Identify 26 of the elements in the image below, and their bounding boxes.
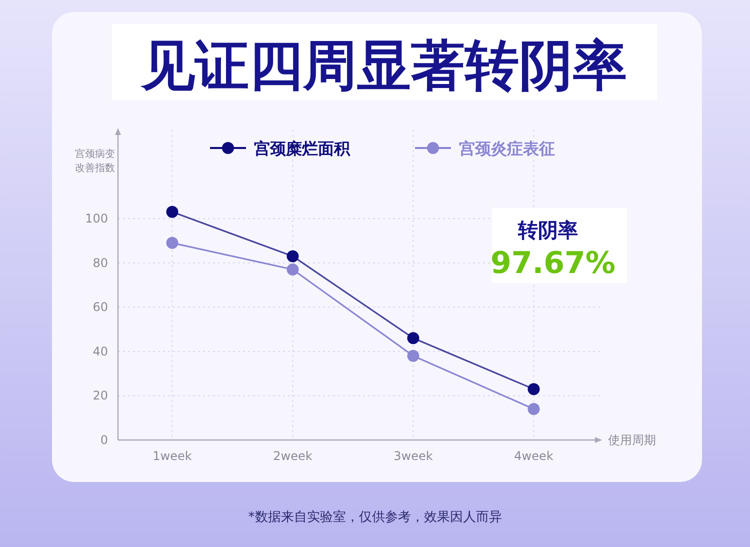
legend-label: 宫颈糜烂面积 — [254, 139, 351, 158]
point — [407, 332, 420, 344]
point — [286, 250, 299, 262]
x-tick-label: 1week — [152, 449, 192, 463]
point — [166, 206, 178, 218]
y-tick-label: 40 — [92, 344, 108, 358]
x-axis-title: 使用周期 — [608, 433, 656, 447]
y-tick-label: 20 — [92, 388, 108, 403]
title: 见证四周显著转阴率 — [141, 34, 627, 97]
y-tick-label: 0 — [100, 433, 108, 447]
point — [528, 403, 540, 415]
x-tick-label: 3week — [394, 449, 433, 463]
y-axis-title: 宫颈病变改善指数 — [75, 148, 115, 174]
y-tick-label: 80 — [92, 256, 108, 270]
legend-label: 宫颈炎症表征 — [459, 139, 555, 158]
annotation: 转阴率 — [517, 218, 578, 242]
point — [407, 350, 420, 362]
point — [528, 383, 540, 396]
text: *数据来自实验室，仅供参考，效果因人而异 — [248, 509, 502, 525]
y-tick-label: 60 — [92, 300, 108, 314]
point — [286, 264, 299, 276]
x-tick-label: 4week — [514, 449, 554, 463]
x-tick-label: 2week — [273, 449, 312, 463]
annotation: 97.67% — [490, 246, 616, 281]
y-tick-label: 100 — [85, 212, 108, 226]
point — [166, 236, 178, 249]
